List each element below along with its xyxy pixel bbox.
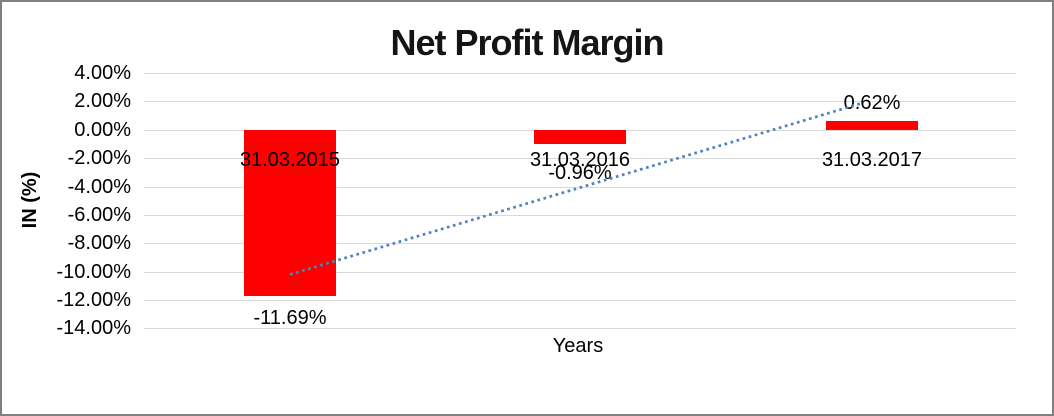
chart-title: Net Profit Margin [390, 22, 664, 63]
gridline [144, 328, 1016, 329]
bar-31.03.2017 [826, 121, 918, 130]
y-axis-tick-label: -8.00% [67, 232, 131, 254]
gridline [144, 300, 1016, 301]
bar-31.03.2016 [534, 130, 626, 144]
y-axis-tick-label: -12.00% [56, 289, 132, 311]
x-axis-title: Years [552, 335, 604, 357]
y-axis-tick-label: -4.00% [67, 176, 131, 198]
y-axis-tick-label: 2.00% [74, 90, 131, 112]
y-axis-tick-label: -14.00% [56, 317, 132, 339]
gridline [144, 73, 1016, 74]
y-axis-tick-label: -6.00% [67, 204, 131, 226]
data-label: 0.62% [843, 92, 901, 114]
x-axis-category-label: 31.03.2015 [239, 149, 341, 171]
y-axis-tick-label: -10.00% [56, 261, 132, 283]
y-axis-tick-label: 0.00% [74, 119, 131, 141]
data-label: -0.96% [548, 162, 612, 184]
x-axis-category-label: 31.03.2017 [821, 149, 923, 171]
gridline [144, 101, 1016, 102]
data-label: -11.69% [253, 307, 327, 329]
y-axis-tick-label: -2.00% [67, 147, 131, 169]
y-axis-tick-label: 4.00% [74, 62, 131, 84]
